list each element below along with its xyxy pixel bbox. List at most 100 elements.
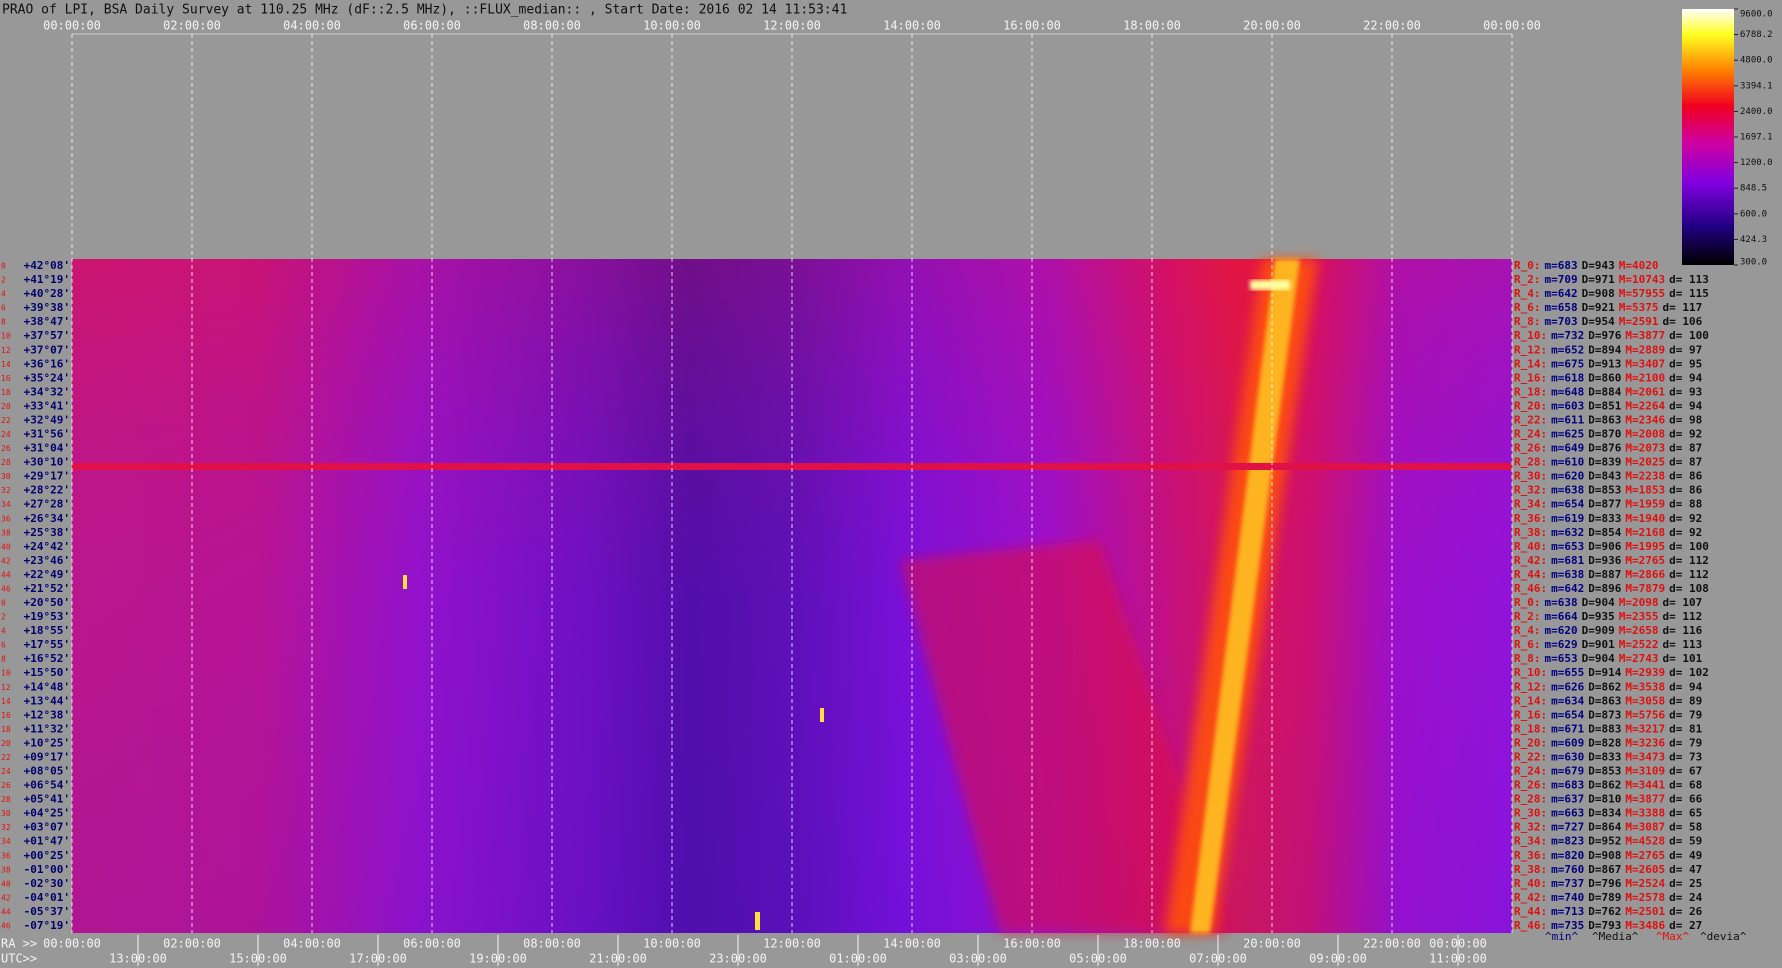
stat-label: d=	[1669, 343, 1689, 356]
row-name: R_0:	[1514, 596, 1541, 609]
stat-value: 671	[1564, 722, 1584, 735]
row-name: R_14:	[1514, 694, 1547, 707]
row-number: 0	[1, 262, 6, 271]
stat-label: d=	[1669, 919, 1689, 932]
utc-tick-label: 09:00:00	[1309, 952, 1367, 966]
stat-label: D=	[1582, 610, 1596, 623]
stat-value: 634	[1564, 694, 1584, 707]
row-stats: R_30: m=663 D=834 M=3388 d= 65	[1514, 807, 1702, 820]
utc-tick-label: 17:00:00	[349, 952, 407, 966]
stat-label: m=	[1551, 708, 1565, 721]
stat-label: m=	[1551, 666, 1565, 679]
stat-label: d=	[1669, 385, 1689, 398]
stat-label: d=	[1669, 287, 1689, 300]
stat-label: m=	[1551, 413, 1565, 426]
stat-value: 57955	[1632, 287, 1665, 300]
row-name: R_22:	[1514, 413, 1547, 426]
stat-value: 4020	[1632, 259, 1659, 272]
stat-label: d=	[1663, 638, 1683, 651]
y-label: +06°54'	[24, 779, 70, 792]
stat-label: D=	[1588, 329, 1602, 342]
stat-value: 876	[1602, 442, 1622, 455]
stat-value: 810	[1602, 793, 1622, 806]
y-label: +24°42'	[24, 540, 70, 553]
utc-tick-label: 23:00:00	[709, 952, 767, 966]
x-top-label: 18:00:00	[1123, 19, 1181, 33]
stat-label: m=	[1551, 919, 1565, 932]
y-label: +35°24'	[24, 371, 70, 384]
stat-value: 913	[1602, 357, 1622, 370]
stat-label: M=	[1625, 680, 1639, 693]
y-label: +31°56'	[24, 428, 70, 441]
y-label: +27°28'	[24, 498, 70, 511]
stat-value: 2100	[1639, 371, 1666, 384]
stat-value: 887	[1602, 568, 1622, 581]
stat-value: 629	[1558, 638, 1578, 651]
stat-label: d=	[1663, 624, 1683, 637]
stat-label: m=	[1551, 849, 1565, 862]
stat-label: D=	[1588, 540, 1602, 553]
stat-label: m=	[1551, 540, 1565, 553]
heatmap-stripe	[72, 463, 1512, 470]
stat-value: 3877	[1639, 793, 1666, 806]
colorbar-tick-label: 424.3	[1740, 235, 1767, 245]
row-stats: R_4: m=620 D=909 M=2658 d= 116	[1514, 624, 1703, 637]
stat-value: 2578	[1639, 891, 1666, 904]
row-stats: R_16: m=618 D=860 M=2100 d= 94	[1514, 371, 1703, 384]
row-name: R_20:	[1514, 399, 1547, 412]
stat-label: d=	[1669, 849, 1689, 862]
row-stats: R_14: m=675 D=913 M=3407 d= 95	[1514, 357, 1702, 370]
stat-label: d=	[1669, 568, 1689, 581]
stat-label: M=	[1625, 807, 1639, 820]
row-stats: R_34: m=823 D=952 M=4528 d= 59	[1514, 835, 1702, 848]
stat-label: M=	[1625, 526, 1639, 539]
stat-label: d=	[1663, 610, 1683, 623]
stat-value: 843	[1602, 470, 1622, 483]
row-number: 44	[1, 907, 11, 916]
stat-label: D=	[1582, 652, 1596, 665]
stat-label: D=	[1582, 259, 1596, 272]
stat-label: m=	[1551, 399, 1565, 412]
stat-value: 863	[1602, 694, 1622, 707]
stat-value: 828	[1602, 736, 1622, 749]
stat-label: m=	[1545, 652, 1559, 665]
stat-label: d=	[1669, 526, 1689, 539]
y-label: +03°07'	[24, 821, 70, 834]
row-number: 40	[1, 879, 11, 888]
stat-label: D=	[1588, 694, 1602, 707]
row-number: 18	[1, 388, 11, 397]
stat-label: D=	[1588, 498, 1602, 511]
stat-label: M=	[1625, 708, 1639, 721]
stat-value: 5756	[1639, 708, 1666, 721]
stat-value: 833	[1602, 512, 1622, 525]
stat-label: m=	[1551, 442, 1565, 455]
stat-label: M=	[1625, 343, 1639, 356]
row-stats: R_26: m=683 D=862 M=3441 d= 68	[1514, 779, 1702, 792]
ra-tick-label: 08:00:00	[523, 937, 581, 951]
row-name: R_46:	[1514, 919, 1547, 932]
row-name: R_34:	[1514, 498, 1547, 511]
x-top-label: 00:00:00	[43, 19, 101, 33]
stat-label: M=	[1625, 666, 1639, 679]
stat-value: 909	[1595, 624, 1615, 637]
y-label: +28°22'	[24, 484, 70, 497]
stat-value: 2524	[1639, 877, 1666, 890]
stat-label: M=	[1625, 877, 1639, 890]
stat-label: D=	[1588, 385, 1602, 398]
stat-value: 65	[1689, 807, 1702, 820]
heatmap-glow	[900, 540, 1230, 933]
stat-label: d=	[1669, 399, 1689, 412]
row-stats: R_42: m=681 D=936 M=2765 d= 112	[1514, 554, 1709, 567]
stat-value: 66	[1689, 793, 1703, 806]
stat-label: d=	[1669, 484, 1689, 497]
stat-label: M=	[1625, 456, 1639, 469]
row-number: 32	[1, 823, 11, 832]
y-label: +12°38'	[24, 708, 70, 721]
row-stats: R_12: m=652 D=894 M=2889 d= 97	[1514, 343, 1702, 356]
stat-value: 638	[1564, 568, 1584, 581]
row-stats: R_42: m=740 D=789 M=2578 d= 24	[1514, 891, 1703, 904]
row-name: R_28:	[1514, 456, 1547, 469]
stat-label: m=	[1551, 891, 1565, 904]
colorbar-tick-label: 6788.2	[1740, 30, 1773, 40]
stat-value: 95	[1689, 357, 1702, 370]
